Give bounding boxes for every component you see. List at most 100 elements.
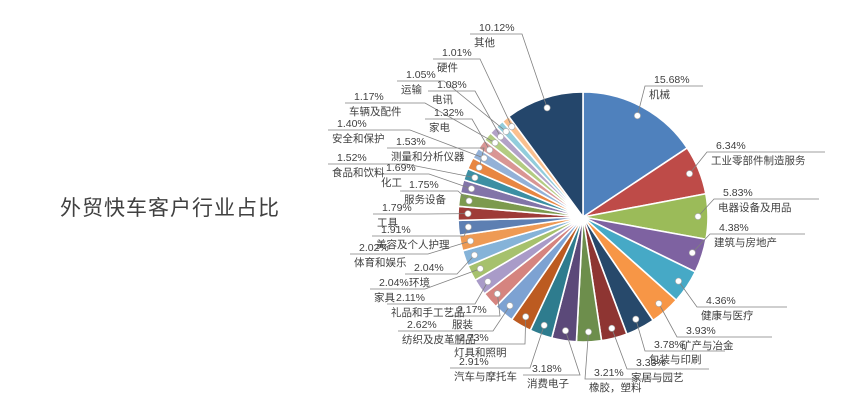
leader-dot-11	[522, 313, 530, 321]
slice-pct-23: 1.53%	[396, 136, 426, 148]
slice-label-6: 包装与印刷	[649, 353, 702, 366]
leader-dot-16	[471, 251, 478, 259]
slice-pct-20: 1.75%	[409, 179, 439, 191]
slice-pct-0: 15.68%	[654, 74, 690, 86]
leader-line-10	[450, 325, 545, 369]
slice-label-28: 运输	[401, 83, 422, 96]
leader-dot-1	[686, 170, 693, 178]
slice-pct-30: 10.12%	[479, 22, 515, 34]
slice-pct-19: 1.79%	[382, 202, 412, 214]
leader-line-11	[450, 316, 527, 345]
slice-label-11: 灯具和照明	[454, 347, 507, 359]
leader-dot-9	[562, 327, 569, 335]
slice-pct-26: 1.17%	[354, 91, 384, 103]
slice-pct-3: 4.38%	[719, 222, 749, 234]
slice-label-24: 安全和保护	[332, 132, 385, 145]
slice-pct-22: 1.52%	[337, 152, 367, 164]
leader-dots	[464, 104, 702, 336]
slice-pct-18: 1.91%	[381, 224, 411, 236]
slice-pct-9: 3.18%	[532, 363, 562, 375]
leader-line-3	[692, 233, 805, 254]
leader-dot-7	[608, 324, 616, 332]
leader-dot-12	[506, 302, 514, 310]
slice-label-17: 体育和娱乐	[354, 256, 407, 269]
slice-label-2: 电器设备及用品	[718, 201, 792, 214]
leader-line-21	[377, 173, 472, 190]
leader-line-22	[328, 163, 475, 178]
leader-line-24	[328, 129, 485, 159]
slice-pct-2: 5.83%	[723, 187, 753, 199]
chart-title: 外贸快车客户行业占比	[60, 197, 280, 220]
slice-label-4: 健康与医疗	[701, 309, 754, 322]
slice-pct-7: 3.33%	[636, 357, 666, 369]
slice-pct-1: 6.34%	[716, 140, 746, 152]
leader-dot-24	[480, 154, 488, 162]
slice-pct-17: 2.02%	[359, 242, 389, 254]
slice-pct-15: 2.04%	[379, 277, 409, 289]
slice-label-29: 硬件	[437, 62, 458, 74]
slice-pct-8: 3.21%	[594, 367, 624, 379]
leader-line-7	[611, 328, 709, 370]
slice-label-15: 家具	[374, 291, 395, 304]
leader-line-30	[470, 33, 548, 108]
leader-line-29	[433, 58, 513, 127]
slice-label-16: 环境	[409, 276, 430, 289]
leader-lines	[328, 33, 825, 380]
leader-dot-28	[502, 128, 510, 135]
leader-dot-6	[632, 315, 640, 323]
slice-labels: 15.68% 机械 6.34% 工业零部件制造服务 5.83% 电器设备及用品 4.38% 建…	[332, 22, 806, 394]
leader-dot-14	[484, 278, 492, 285]
slice-pct-14: 2.11%	[396, 292, 425, 304]
leader-dot-29	[508, 123, 516, 131]
leader-line-1	[689, 151, 825, 174]
leader-dot-5	[655, 300, 663, 307]
slice-label-21: 化工	[381, 176, 402, 189]
leader-dot-30	[543, 104, 551, 112]
leader-dot-19	[464, 210, 472, 217]
leader-dot-13	[493, 290, 501, 298]
slice-label-18: 美容及个人护理	[376, 238, 450, 251]
leader-dot-17	[467, 237, 474, 245]
slice-label-14: 礼品和手工艺品	[391, 306, 465, 319]
leader-dot-25	[486, 146, 493, 154]
leader-line-20	[400, 190, 470, 202]
leader-dot-21	[468, 185, 475, 193]
slice-label-27: 电讯	[432, 93, 453, 106]
slice-pct-6: 3.78%	[654, 339, 684, 351]
leader-line-28	[397, 80, 507, 132]
slice-label-30: 其他	[474, 36, 495, 49]
leader-line-23	[387, 147, 485, 168]
slice-label-9: 消费电子	[527, 377, 569, 390]
leader-line-14	[387, 281, 489, 305]
slice-label-8: 橡胶，塑料	[589, 381, 642, 394]
slice-pct-12: 2.62%	[407, 319, 437, 331]
leader-line-5	[658, 303, 772, 338]
slice-pct-5: 3.93%	[686, 325, 716, 337]
slice-pct-16: 2.04%	[414, 262, 444, 274]
leader-line-15	[370, 268, 481, 290]
leader-dot-22	[471, 174, 479, 181]
slice-label-3: 建筑与房地产	[714, 236, 777, 249]
slice-pct-24: 1.40%	[337, 118, 367, 130]
pie-slices	[457, 91, 709, 343]
slice-pct-13: 2.17%	[457, 304, 487, 316]
leader-dot-15	[476, 265, 484, 273]
leader-dot-0	[634, 112, 641, 120]
leader-dot-2	[694, 213, 702, 220]
pie-slice-0	[582, 91, 688, 218]
leader-line-16	[405, 254, 475, 275]
slice-label-25: 家电	[429, 121, 450, 134]
leader-line-8	[584, 331, 660, 380]
leader-dot-8	[585, 328, 592, 336]
slice-label-5: 矿产与冶金	[681, 339, 734, 352]
leader-dot-3	[688, 249, 696, 257]
slice-label-22: 食品和饮料	[332, 166, 385, 179]
slice-label-23: 测量和分析仪器	[391, 150, 465, 163]
leader-line-27	[428, 90, 501, 137]
leader-line-26	[345, 102, 496, 144]
slice-pct-10: 2.91%	[459, 356, 489, 368]
slice-pct-28: 1.05%	[406, 69, 436, 81]
leader-dot-18	[464, 223, 472, 231]
